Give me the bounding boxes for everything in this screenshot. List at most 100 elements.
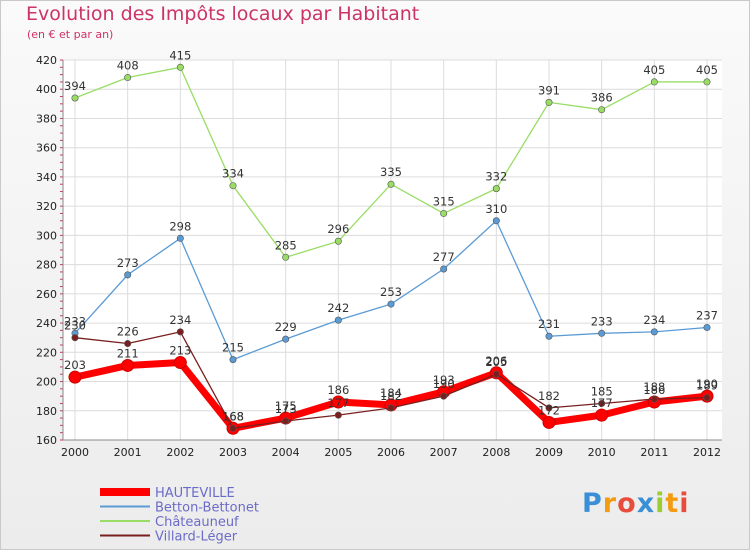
- grid: [63, 59, 722, 441]
- data-label-betton-bettonet-2001: 273: [117, 256, 139, 270]
- point-ch-teauneuf-2007: [440, 209, 448, 217]
- chart-title: Evolution des Impôts locaux par Habitant: [26, 3, 420, 25]
- x-tick-label-9: 2009: [535, 446, 563, 459]
- y-tick-label-10: 360: [36, 142, 57, 155]
- point-betton-bettonet-2002: [176, 234, 184, 242]
- data-label-ch-teauneuf-2010: 386: [591, 91, 613, 105]
- legend-label-betton-bettonet: Betton-Bettonet: [155, 501, 259, 516]
- point-ch-teauneuf-2003: [229, 182, 237, 190]
- data-label-hauteville-2001: 211: [117, 346, 139, 360]
- y-tick-label-2: 200: [36, 376, 57, 389]
- y-tick-label-11: 380: [36, 112, 57, 125]
- logo-letter: i: [655, 488, 666, 519]
- data-label-hauteville-2004: 175: [275, 399, 297, 413]
- legend-label-ch-teauneuf: Châteauneuf: [155, 515, 239, 530]
- point-betton-bettonet-2008: [492, 217, 500, 225]
- data-label-villard-l-ger-2007: 190: [433, 377, 455, 391]
- data-label-ch-teauneuf-2000: 394: [64, 79, 86, 93]
- point-ch-teauneuf-2011: [650, 78, 658, 86]
- point-ch-teauneuf-2008: [492, 185, 500, 193]
- point-villard-l-ger-2003: [229, 424, 237, 432]
- plot-area: [63, 60, 722, 440]
- axes: 160 180 200 220 240 260 280 300 320 340 360 380 400 4…: [36, 54, 722, 459]
- data-label-hauteville-2005: 186: [327, 383, 349, 397]
- x-tick-label-7: 2007: [430, 446, 458, 459]
- data-label-ch-teauneuf-2001: 408: [117, 59, 139, 73]
- data-label-betton-bettonet-2000: 233: [64, 314, 86, 328]
- point-ch-teauneuf-2002: [176, 63, 184, 71]
- logo-letter: o: [617, 488, 637, 519]
- proxiti-logo: Proxiti: [582, 488, 690, 519]
- x-tick-label-11: 2011: [640, 446, 668, 459]
- point-hauteville-2009: [542, 415, 556, 429]
- data-label-betton-bettonet-2005: 242: [327, 301, 349, 315]
- data-label-villard-l-ger-2009: 182: [538, 389, 560, 403]
- x-tick-label-12: 2012: [693, 446, 721, 459]
- point-ch-teauneuf-2004: [282, 253, 290, 261]
- point-betton-bettonet-2004: [282, 335, 290, 343]
- data-label-hauteville-2012: 190: [696, 377, 718, 391]
- x-tick-label-10: 2010: [588, 446, 616, 459]
- data-label-ch-teauneuf-2009: 391: [538, 83, 560, 97]
- y-tick-label-4: 240: [36, 317, 57, 330]
- point-betton-bettonet-2012: [703, 323, 711, 331]
- point-villard-l-ger-2009: [545, 404, 553, 412]
- data-label-ch-teauneuf-2006: 335: [380, 165, 402, 179]
- x-tick-label-2: 2002: [166, 446, 194, 459]
- data-label-villard-l-ger-2000: 230: [64, 319, 86, 333]
- point-betton-bettonet-2011: [650, 328, 658, 336]
- data-label-hauteville-2003: 168: [222, 409, 244, 423]
- y-tick-label-8: 320: [36, 200, 57, 213]
- series: [68, 63, 714, 435]
- y-tick-label-13: 420: [36, 54, 57, 67]
- x-tick-label-5: 2005: [324, 446, 352, 459]
- data-label-ch-teauneuf-2002: 415: [169, 48, 191, 62]
- data-label-betton-bettonet-2003: 215: [222, 341, 244, 355]
- point-ch-teauneuf-2005: [334, 237, 342, 245]
- y-tick-label-1: 180: [36, 405, 57, 418]
- data-label-ch-teauneuf-2012: 405: [696, 63, 718, 77]
- logo-letter: x: [636, 488, 656, 519]
- data-labels: 394 408 415 334 285 296 335 315 332 391 386 405 405 2…: [64, 48, 718, 423]
- point-villard-l-ger-2004: [282, 417, 290, 425]
- x-tick-label-8: 2008: [482, 446, 510, 459]
- point-hauteville-2000: [68, 370, 82, 384]
- data-label-villard-l-ger-2011: 188: [643, 380, 665, 394]
- data-label-villard-l-ger-2003: 168: [222, 409, 244, 423]
- point-ch-teauneuf-2006: [387, 180, 395, 188]
- data-label-villard-l-ger-2002: 234: [169, 313, 191, 327]
- legend-label-hauteville: HAUTEVILLE: [155, 486, 235, 501]
- y-tick-label-0: 160: [36, 434, 57, 447]
- data-label-betton-bettonet-2010: 233: [591, 314, 613, 328]
- data-label-hauteville-2011: 186: [643, 383, 665, 397]
- x-tick-label-1: 2001: [114, 446, 142, 459]
- logo-letter: r: [602, 488, 618, 519]
- legend: HAUTEVILLEBetton-BettonetChâteauneufVill…: [100, 486, 259, 545]
- data-label-villard-l-ger-2010: 185: [591, 384, 613, 398]
- x-tick-label-4: 2004: [272, 446, 300, 459]
- data-label-betton-bettonet-2007: 277: [433, 250, 455, 264]
- point-hauteville-2005: [331, 395, 345, 409]
- point-hauteville-2001: [121, 358, 135, 372]
- point-villard-l-ger-2005: [334, 411, 342, 419]
- data-label-villard-l-ger-2012: 189: [696, 379, 718, 393]
- data-label-villard-l-ger-2008: 205: [485, 355, 507, 369]
- point-hauteville-2010: [595, 408, 609, 422]
- point-ch-teauneuf-2001: [124, 74, 132, 82]
- point-ch-teauneuf-2012: [703, 78, 711, 86]
- data-label-ch-teauneuf-2003: 334: [222, 167, 244, 181]
- point-betton-bettonet-2010: [598, 329, 606, 337]
- data-label-villard-l-ger-2001: 226: [117, 325, 139, 339]
- data-label-hauteville-2008: 206: [485, 354, 507, 368]
- data-label-villard-l-ger-2006: 182: [380, 389, 402, 403]
- point-betton-bettonet-2007: [440, 265, 448, 273]
- y-tick-label-3: 220: [36, 346, 57, 359]
- legend-label-villard-l-ger: Villard-Léger: [155, 530, 238, 545]
- data-label-villard-l-ger-2005: 177: [327, 396, 349, 410]
- point-villard-l-ger-2000: [71, 334, 79, 342]
- point-villard-l-ger-2006: [387, 404, 395, 412]
- x-tick-label-6: 2006: [377, 446, 405, 459]
- data-label-betton-bettonet-2006: 253: [380, 285, 402, 299]
- point-villard-l-ger-2002: [176, 328, 184, 336]
